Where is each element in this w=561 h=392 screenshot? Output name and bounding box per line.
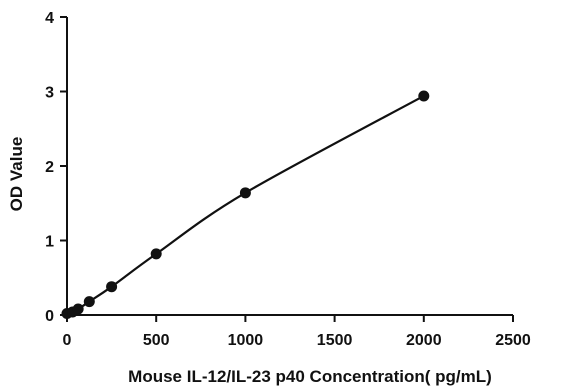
x-tick-label: 0	[63, 332, 72, 349]
y-tick-label: 3	[45, 85, 54, 102]
x-tick-label: 1500	[317, 332, 353, 349]
y-tick-label: 1	[45, 234, 54, 251]
x-tick-label: 1000	[228, 332, 264, 349]
data-point	[83, 296, 95, 308]
data-point	[72, 303, 84, 315]
x-ticks: 0 500 1000 1500 2000 2500	[63, 315, 531, 349]
y-tick-label: 0	[45, 308, 54, 325]
data-point	[239, 187, 251, 199]
data-point	[106, 281, 118, 293]
fit-curve	[66, 95, 425, 315]
y-tick-label: 4	[45, 10, 54, 27]
data-point	[418, 90, 430, 102]
data-point	[150, 248, 162, 260]
data-points	[61, 90, 430, 320]
y-axis-title: OD Value	[7, 137, 26, 212]
y-ticks: 0 1 2 3 4	[45, 10, 67, 325]
y-tick-label: 2	[45, 159, 54, 176]
x-axis-title: Mouse IL-12/IL-23 p40 Concentration( pg/…	[128, 367, 492, 386]
x-tick-label: 2500	[495, 332, 531, 349]
x-tick-label: 2000	[406, 332, 442, 349]
x-tick-label: 500	[143, 332, 170, 349]
